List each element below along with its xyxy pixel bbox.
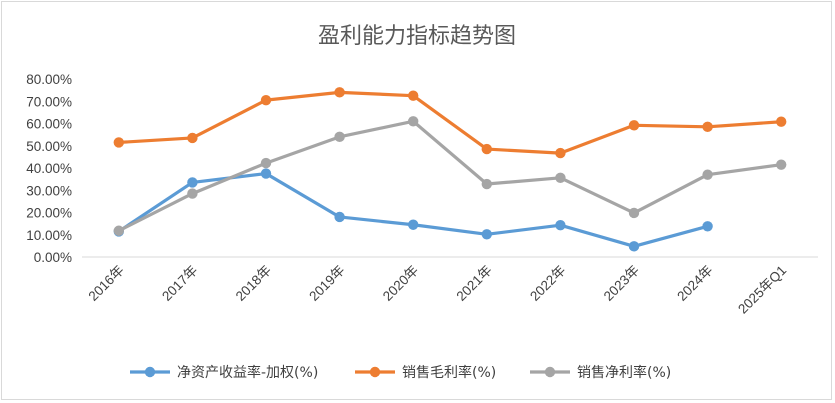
y-tick-label: 30.00% <box>26 183 72 198</box>
series-0-point <box>555 219 566 231</box>
series-0-point <box>628 241 640 252</box>
x-tick-label: 2020年 <box>380 263 421 304</box>
legend-label: 净资产收益率-加权(%) <box>177 364 318 381</box>
x-tick-label: 2019年 <box>306 263 347 304</box>
series-1-point <box>481 143 492 155</box>
y-axis: 0.00% 10.00% 20.00% 30.00% 40.00% 50.00% 60.00… <box>26 72 72 265</box>
x-tick-label: 2018年 <box>233 263 274 304</box>
legend-swatch-marker <box>544 366 556 378</box>
series-line-0 <box>117 171 710 248</box>
series-2-point <box>334 131 345 143</box>
series-0-point <box>408 219 419 230</box>
y-tick-label: 80.00% <box>26 72 72 87</box>
series-2-point <box>408 116 419 127</box>
series-2-point <box>187 188 198 199</box>
series-line-2 <box>117 119 783 233</box>
series-0-point <box>702 221 713 232</box>
series-1-point <box>113 137 125 148</box>
legend-swatch-marker <box>369 366 381 378</box>
x-tick-label: 2025年Q1 <box>735 263 789 317</box>
series-2-point <box>113 225 125 236</box>
series-1-point <box>628 120 640 131</box>
plot-area <box>113 87 787 252</box>
series-1-point <box>555 147 566 159</box>
series-2-point <box>776 159 787 170</box>
series-2-point <box>260 157 272 169</box>
y-tick-label: 10.00% <box>26 228 72 243</box>
y-tick-label: 0.00% <box>34 250 72 265</box>
series-1-point <box>776 116 787 127</box>
chart-title: 盈利能力指标趋势图 <box>318 24 516 49</box>
y-tick-label: 50.00% <box>26 139 72 154</box>
x-tick-label: 2016年 <box>86 263 127 304</box>
x-tick-label: 2017年 <box>159 263 200 304</box>
x-tick-label: 2021年 <box>454 263 495 304</box>
x-tick-label: 2022年 <box>527 263 568 304</box>
series-2-point <box>481 178 492 190</box>
series-0-point <box>334 211 345 223</box>
series-1-point <box>408 90 419 101</box>
series-line-1 <box>117 90 783 155</box>
legend-swatch-marker <box>144 366 156 378</box>
series-0-point <box>260 168 272 179</box>
series-1-point <box>702 121 713 133</box>
series-1-point <box>334 87 345 98</box>
series-2-point <box>702 169 713 180</box>
series-2-point <box>555 172 566 183</box>
x-tick-label: 2023年 <box>601 263 642 304</box>
legend: 净资产收益率-加权(%) 销售毛利率(%) 销售净利率(%) <box>130 364 671 381</box>
series-0-point <box>481 229 492 240</box>
series-1-point <box>187 132 198 144</box>
x-tick-label: 2024年 <box>674 263 715 304</box>
series-0-point <box>187 177 198 188</box>
legend-label: 销售净利率(%) <box>577 364 671 381</box>
y-tick-label: 60.00% <box>26 117 72 132</box>
series-1-point <box>260 94 272 106</box>
y-tick-label: 70.00% <box>26 94 72 109</box>
y-tick-label: 20.00% <box>26 206 72 221</box>
y-tick-label: 40.00% <box>26 161 72 176</box>
x-axis: 2016年 2017年 2018年 2019年 2020年 2021年 2022年 2023年… <box>86 263 790 317</box>
series-2-point <box>628 207 640 219</box>
legend-label: 销售毛利率(%) <box>402 364 496 381</box>
